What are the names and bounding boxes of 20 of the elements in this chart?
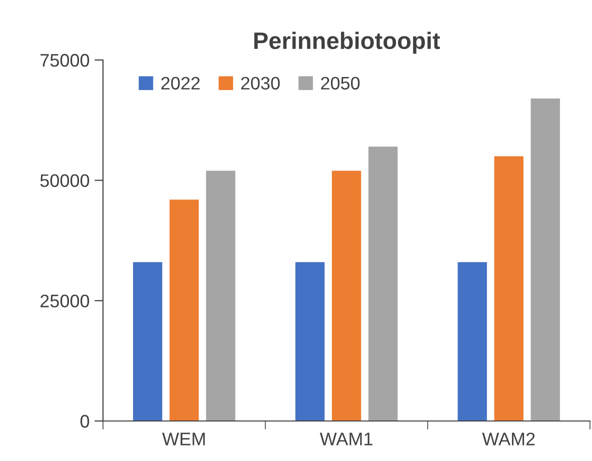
bar	[332, 170, 362, 421]
bar	[494, 156, 524, 421]
y-tick-label: 50000	[40, 174, 90, 188]
bar	[458, 262, 487, 421]
x-tick-label: WEM	[162, 432, 205, 446]
bar	[295, 262, 325, 421]
y-tick-label: 75000	[40, 54, 90, 67]
legend-label: 2022	[161, 76, 200, 90]
x-tick-label: WAM1	[320, 432, 372, 446]
bar	[206, 170, 236, 421]
chart-title: Perinnebiotoopit	[254, 32, 440, 54]
y-tick-label: 0	[80, 414, 90, 428]
bar	[530, 98, 560, 421]
bar	[170, 200, 199, 421]
bar	[368, 146, 398, 421]
bar	[133, 262, 162, 421]
legend-label: 2050	[321, 76, 360, 90]
y-tick-label: 25000	[40, 294, 90, 308]
legend-label: 2030	[241, 76, 280, 90]
x-tick-label: WAM2	[482, 432, 535, 446]
